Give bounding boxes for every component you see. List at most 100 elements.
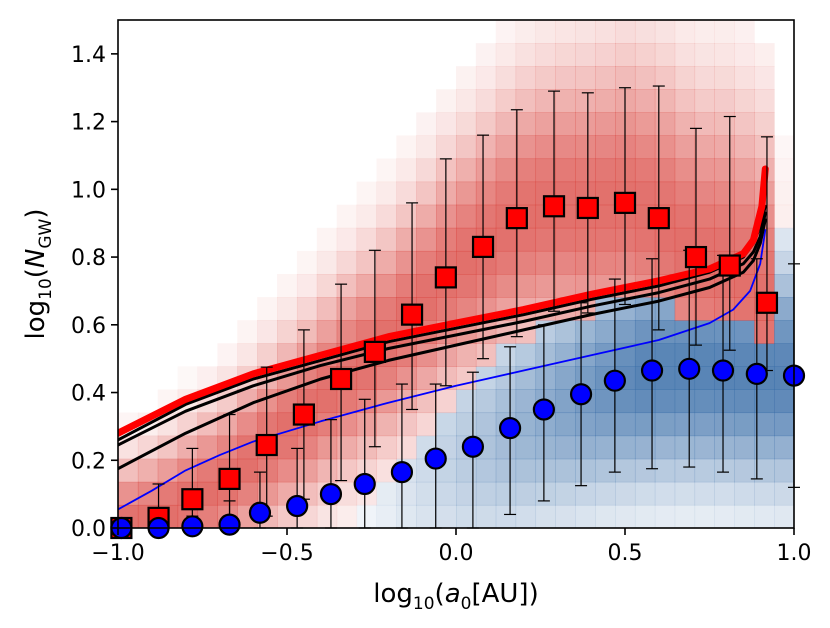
heatmap-cell (336, 227, 358, 252)
heatmap-cell (734, 435, 755, 460)
x-axis-ticks: −1.0 −0.5 0.0 0.5 1.0 (91, 528, 812, 566)
heatmap-cell (555, 227, 576, 252)
heatmap-cell (416, 481, 437, 506)
heatmap-cell (654, 89, 676, 113)
heatmap-cell (495, 343, 517, 367)
heatmap-cell (456, 181, 477, 206)
heatmap-cell (356, 227, 377, 252)
heatmap-cell (416, 343, 437, 367)
heatmap-cell (535, 43, 556, 67)
data-point-square (363, 340, 386, 363)
heatmap-cell (575, 412, 596, 437)
heatmap-cell (197, 435, 218, 460)
heatmap-cell (456, 274, 477, 298)
heatmap-cell (754, 481, 775, 506)
heatmap-cell (376, 435, 397, 460)
heatmap-cell (157, 435, 179, 460)
heatmap-cell (654, 158, 676, 183)
heatmap-cell (495, 112, 517, 136)
heatmap-cell (436, 112, 457, 136)
heatmap-cell (714, 458, 735, 483)
heatmap-cell (734, 135, 755, 160)
heatmap-cell (754, 343, 775, 367)
heatmap-cell (495, 89, 517, 113)
heatmap-cell (774, 297, 794, 321)
heatmap-cell (674, 435, 696, 460)
heatmap-cell (734, 112, 755, 136)
heatmap-cell (456, 458, 477, 483)
heatmap-cell (316, 412, 338, 437)
heatmap-cell (674, 112, 696, 136)
heatmap-cell (495, 158, 517, 183)
heatmap-cell (515, 135, 537, 160)
heatmap-cell (515, 66, 537, 90)
heatmap-cell (595, 435, 616, 460)
heatmap-cell (774, 227, 794, 252)
heatmap-cell (316, 458, 338, 483)
y-tick-label: 1.4 (71, 43, 106, 68)
data-point-square (542, 195, 566, 218)
heatmap-cell (237, 343, 258, 367)
heatmap-cell (376, 389, 397, 414)
heatmap-cell (436, 412, 457, 437)
heatmap-cell (714, 435, 735, 460)
heatmap-cell (555, 481, 576, 506)
heatmap-cell (137, 458, 159, 483)
heatmap-cell (774, 412, 794, 437)
heatmap-cell (615, 458, 636, 483)
heatmap-cell (316, 320, 338, 344)
heatmap-cell (495, 66, 517, 90)
heatmap-cell (674, 20, 696, 44)
heatmap-cell (615, 412, 636, 437)
data-point-square (718, 254, 741, 277)
heatmap-cell (456, 66, 477, 90)
heatmap-cell (714, 20, 735, 44)
heatmap-cell (277, 274, 298, 298)
heatmap-cell (595, 204, 616, 229)
heatmap-cell (535, 504, 556, 528)
heatmap-cell (495, 135, 517, 160)
data-point-square (255, 433, 278, 457)
heatmap-cell (336, 458, 358, 483)
heatmap-cell (694, 204, 715, 229)
data-point-circle (461, 435, 484, 458)
curve-line (118, 229, 767, 511)
heatmap-cell (376, 227, 397, 252)
heatmap-cell (694, 66, 715, 90)
heatmap-cell (654, 66, 676, 90)
heatmap-cell (535, 89, 556, 113)
heatmap-cell (456, 412, 477, 437)
heatmap-cell (197, 366, 218, 390)
heatmap-cell (416, 181, 437, 206)
curve-line (118, 165, 769, 437)
heatmap-cell (754, 412, 775, 437)
heatmap-cell (475, 158, 497, 183)
heatmap-cell (475, 112, 497, 136)
heatmap-cell (634, 20, 656, 44)
heatmap-cell (535, 458, 556, 483)
heatmap-cell (674, 158, 696, 183)
data-point-circle (218, 513, 241, 536)
y-tick-label: 0.6 (71, 314, 106, 339)
heatmap-cell (634, 112, 656, 136)
y-axis-ticks: 0.0 0.2 0.4 0.6 0.8 1.0 1.2 1.4 (71, 43, 118, 542)
heatmap-cell (277, 458, 298, 483)
heatmap-cell (396, 435, 417, 460)
heatmap-cell (595, 66, 616, 90)
heatmap-cell (475, 274, 497, 298)
heatmap-cell (336, 297, 358, 321)
heatmap-cell (774, 158, 794, 183)
heatmap-cell (615, 320, 636, 344)
data-point-square (471, 235, 495, 259)
heatmap-cell (714, 504, 735, 528)
heatmap-cell (356, 366, 377, 390)
heatmap-cell (674, 297, 696, 321)
data-point-square (613, 191, 637, 214)
heatmap-cell (575, 504, 596, 528)
heatmap-cell (336, 274, 358, 298)
x-tick-label: 0.0 (439, 541, 474, 566)
data-point-square (684, 245, 708, 269)
heatmap-cell (436, 389, 457, 414)
heatmap-cell (774, 504, 794, 528)
data-point-circle (424, 447, 447, 470)
